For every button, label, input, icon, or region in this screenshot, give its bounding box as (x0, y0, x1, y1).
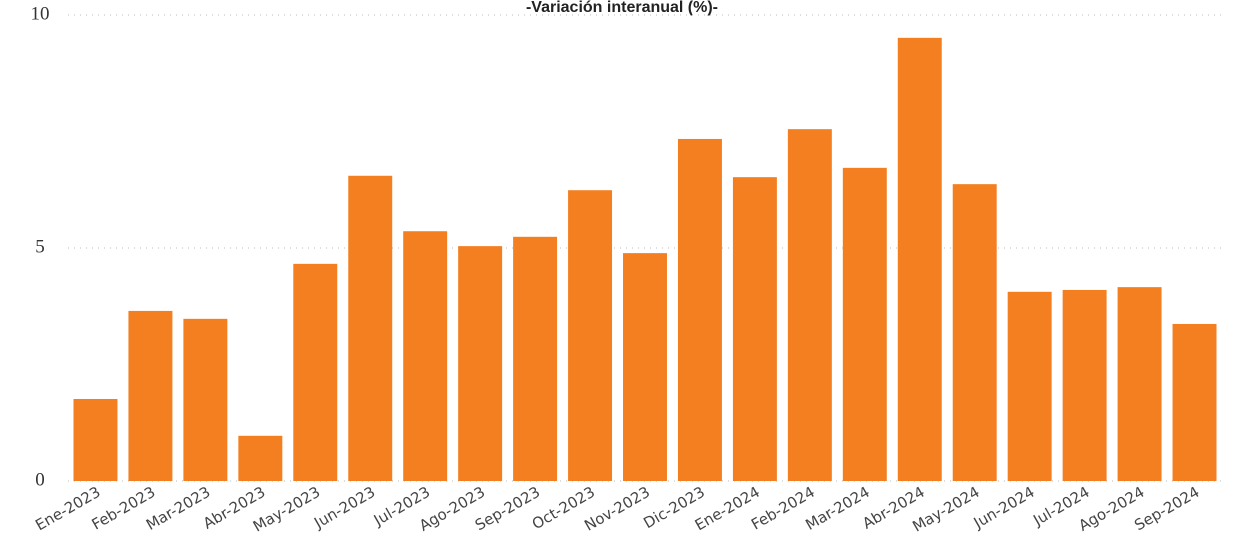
x-tick-label: Jun-2023 (310, 483, 378, 533)
bar (293, 263, 338, 481)
bar (128, 310, 173, 481)
bar (787, 129, 832, 482)
y-tick-label: 0 (35, 469, 45, 490)
bar (73, 398, 118, 481)
bar (1172, 323, 1217, 481)
bar (732, 177, 777, 481)
bar (952, 184, 997, 481)
bar (513, 236, 558, 481)
bar (568, 190, 613, 481)
bar (348, 175, 393, 481)
bar (842, 167, 887, 481)
chart-title: -Variación interanual (%)- (526, 0, 718, 16)
bar (677, 138, 722, 481)
bar (623, 253, 667, 481)
bar (458, 246, 503, 481)
bar (183, 318, 228, 481)
bar (897, 37, 942, 482)
bar (1117, 287, 1162, 481)
y-tick-label: 10 (31, 3, 50, 24)
y-tick-label: 5 (35, 236, 45, 257)
bar (1007, 291, 1052, 481)
bar (1062, 289, 1107, 481)
x-tick-label: Jun-2024 (970, 483, 1038, 533)
bar (403, 231, 448, 481)
bar (238, 435, 283, 481)
